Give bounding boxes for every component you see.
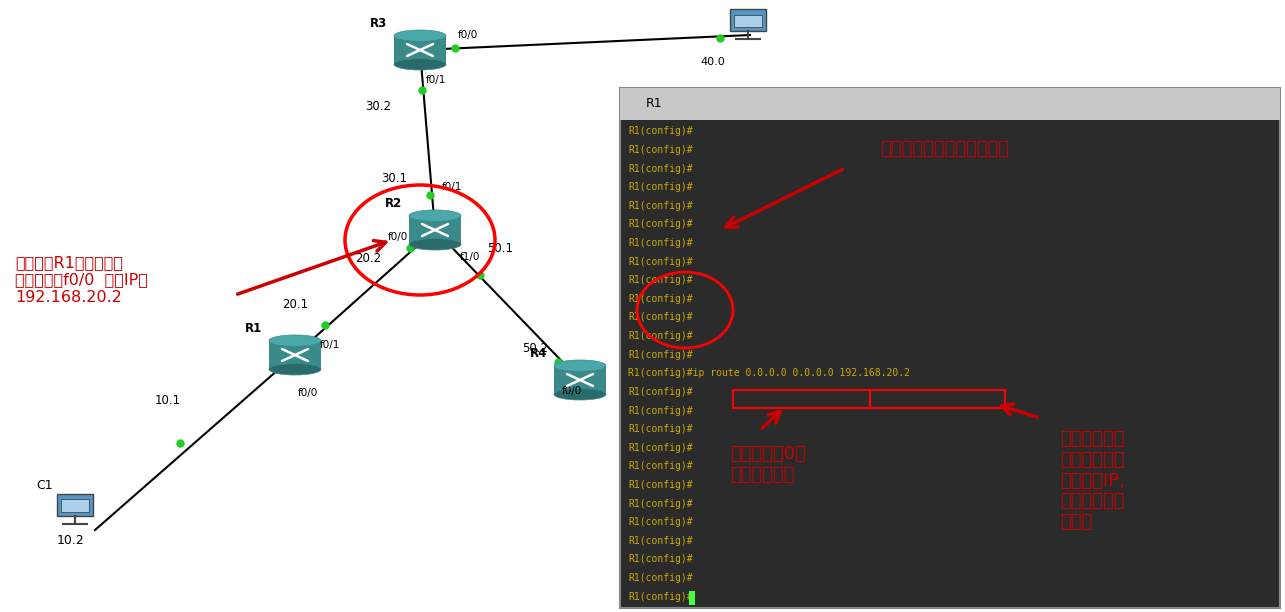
Text: 10.2: 10.2 bbox=[57, 534, 85, 547]
Text: R1(config)#: R1(config)# bbox=[628, 406, 693, 416]
Text: f0/0: f0/0 bbox=[457, 30, 478, 40]
Text: R1(config)#: R1(config)# bbox=[628, 387, 693, 397]
Text: R1(config)#: R1(config)# bbox=[628, 536, 693, 546]
Text: R1(config)#: R1(config)# bbox=[628, 592, 693, 602]
Text: R1(config)#: R1(config)# bbox=[628, 480, 693, 490]
Text: f0/1: f0/1 bbox=[320, 340, 341, 350]
Text: f0/1: f0/1 bbox=[427, 75, 446, 85]
Text: R2: R2 bbox=[386, 197, 402, 210]
FancyBboxPatch shape bbox=[734, 15, 762, 26]
Text: R1(config)#: R1(config)# bbox=[628, 331, 693, 341]
Text: R1(config)#: R1(config)# bbox=[628, 424, 693, 434]
FancyBboxPatch shape bbox=[730, 9, 766, 31]
Text: R1(config)#: R1(config)# bbox=[628, 294, 693, 304]
Text: R1(config)#: R1(config)# bbox=[628, 145, 693, 155]
Ellipse shape bbox=[554, 360, 607, 371]
Text: f0/0: f0/0 bbox=[388, 232, 409, 242]
FancyBboxPatch shape bbox=[619, 88, 1280, 120]
FancyBboxPatch shape bbox=[62, 499, 89, 512]
FancyBboxPatch shape bbox=[269, 341, 321, 369]
Text: R1: R1 bbox=[645, 97, 662, 111]
Ellipse shape bbox=[554, 389, 607, 400]
Text: 10.1: 10.1 bbox=[155, 394, 181, 406]
FancyBboxPatch shape bbox=[409, 215, 461, 244]
Text: 50.2: 50.2 bbox=[522, 341, 547, 354]
Text: 20.1: 20.1 bbox=[281, 299, 308, 312]
Text: 这里是指数据
需要到下一个
路由接口IP,
也就是下一跳
的地址: 这里是指数据 需要到下一个 路由接口IP, 也就是下一跳 的地址 bbox=[1060, 430, 1124, 531]
Text: 20.2: 20.2 bbox=[355, 252, 382, 264]
Bar bbox=[870, 390, 1005, 408]
Text: R1(config)#: R1(config)# bbox=[628, 313, 693, 323]
Text: R1(config)#: R1(config)# bbox=[628, 219, 693, 230]
FancyBboxPatch shape bbox=[619, 88, 1280, 608]
FancyBboxPatch shape bbox=[554, 366, 607, 394]
Text: R4: R4 bbox=[531, 347, 547, 360]
Text: R3: R3 bbox=[370, 17, 388, 30]
Bar bbox=[732, 390, 870, 408]
Text: C1: C1 bbox=[36, 479, 53, 492]
Text: R1(config)#: R1(config)# bbox=[628, 201, 693, 211]
Text: f0/1: f0/1 bbox=[442, 182, 463, 192]
Text: 这里就是R1进入下一个
路由的接口f0/0  他的IP是
192.168.20.2: 这里就是R1进入下一个 路由的接口f0/0 他的IP是 192.168.20.2 bbox=[15, 255, 148, 305]
Text: R1(config)#: R1(config)# bbox=[628, 163, 693, 174]
Text: f0/0: f0/0 bbox=[562, 386, 582, 396]
Text: 注意的是需要在全局模式下: 注意的是需要在全局模式下 bbox=[880, 140, 1009, 158]
Text: R1(config)#ip route 0.0.0.0 0.0.0.0 192.168.20.2: R1(config)#ip route 0.0.0.0 0.0.0.0 192.… bbox=[628, 368, 910, 378]
Text: 这里的几个0是
代表任意网段: 这里的几个0是 代表任意网段 bbox=[730, 445, 806, 484]
Text: R1(config)#: R1(config)# bbox=[628, 349, 693, 360]
Ellipse shape bbox=[409, 239, 461, 250]
Ellipse shape bbox=[269, 364, 321, 375]
Text: 30.2: 30.2 bbox=[365, 100, 391, 113]
Ellipse shape bbox=[269, 335, 321, 346]
Text: R1(config)#: R1(config)# bbox=[628, 554, 693, 564]
FancyBboxPatch shape bbox=[394, 35, 446, 64]
FancyBboxPatch shape bbox=[57, 494, 93, 516]
Text: R1(config)#: R1(config)# bbox=[628, 517, 693, 527]
Text: 40.0: 40.0 bbox=[700, 57, 725, 67]
Text: R1(config)#: R1(config)# bbox=[628, 499, 693, 509]
Ellipse shape bbox=[394, 30, 446, 42]
Text: 30.1: 30.1 bbox=[380, 171, 407, 184]
Text: R1(config)#: R1(config)# bbox=[628, 126, 693, 136]
Text: f0/0: f0/0 bbox=[298, 388, 319, 398]
Text: f1/0: f1/0 bbox=[460, 252, 481, 262]
Text: R1: R1 bbox=[245, 322, 262, 335]
Text: R1(config)#: R1(config)# bbox=[628, 238, 693, 248]
Text: R1(config)#: R1(config)# bbox=[628, 442, 693, 453]
Text: R1(config)#: R1(config)# bbox=[628, 461, 693, 471]
Text: R1(config)#: R1(config)# bbox=[628, 256, 693, 267]
Text: R1(config)#: R1(config)# bbox=[628, 182, 693, 192]
Text: R1(config)#: R1(config)# bbox=[628, 573, 693, 583]
Text: R1(config)#: R1(config)# bbox=[628, 275, 693, 285]
FancyBboxPatch shape bbox=[689, 591, 694, 605]
Ellipse shape bbox=[409, 210, 461, 222]
Text: 50.1: 50.1 bbox=[487, 242, 513, 255]
Ellipse shape bbox=[394, 59, 446, 70]
